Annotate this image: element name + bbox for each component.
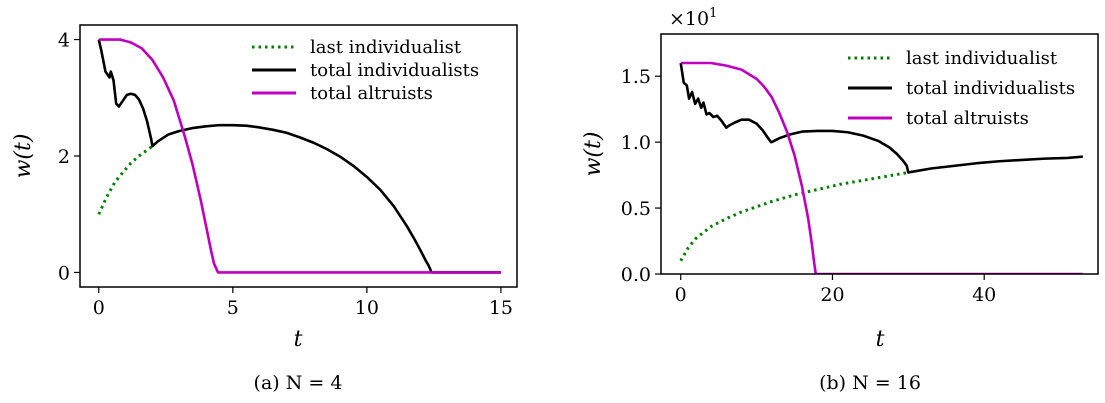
- axes-frame-a: [79, 24, 518, 288]
- series-line-last-individualist-a: [97, 144, 154, 215]
- y-tick-label-b: 0.0: [621, 264, 651, 286]
- series-line-total-altruists-a: [98, 38, 501, 274]
- y-tick-label-b: 0.5: [621, 198, 651, 220]
- y-tick-label-a: 4: [58, 30, 70, 52]
- x-tick-label-a: 10: [355, 297, 379, 319]
- x-axis-label-b: t: [876, 327, 885, 352]
- legend-label-total-individualists-a: total individualists: [310, 60, 479, 81]
- y-multiplier-exponent: 1: [709, 6, 717, 21]
- y-tick-label-b: 1.0: [621, 132, 651, 154]
- x-axis-label-a: t: [294, 327, 303, 352]
- legend-label-last-individualist-b: last individualist: [906, 48, 1058, 69]
- y-axis-label-b: w(t): [581, 132, 606, 177]
- x-tick-label-a: 5: [227, 297, 239, 319]
- x-tick-label-a: 0: [93, 297, 105, 319]
- x-tick-label-b: 20: [820, 284, 844, 306]
- x-tick-label-a: 15: [489, 297, 513, 319]
- series-line-total-individualists-b: [679, 62, 1083, 174]
- series-line-last-individualist-b: [679, 170, 909, 262]
- caption-b: (b) N = 16: [819, 372, 921, 394]
- panel-b: 0 20 40 0.0 0.5 1.0 1.5 last individualist total…: [581, 6, 1099, 394]
- plot-area-b: 0 20 40 0.0 0.5 1.0 1.5 last individualist total…: [621, 48, 1083, 306]
- x-tick-label-b: 40: [972, 284, 996, 306]
- series-line-total-altruists-b: [680, 61, 1083, 274]
- legend-label-last-individualist-a: last individualist: [310, 37, 462, 58]
- x-tick-label-b: 0: [675, 284, 687, 306]
- legend-label-total-altruists-b: total altruists: [906, 108, 1029, 129]
- y-axis-label-a: w(t): [11, 134, 36, 179]
- legend-label-total-individualists-b: total individualists: [906, 78, 1075, 99]
- y-tick-label-b: 1.5: [621, 66, 651, 88]
- y-multiplier-base: ×10: [669, 8, 709, 30]
- y-tick-label-a: 2: [58, 146, 70, 168]
- legend-label-total-altruists-a: total altruists: [310, 83, 433, 104]
- caption-a: (a) N = 4: [254, 372, 343, 394]
- y-multiplier-b: ×101: [669, 6, 717, 30]
- series-line-total-individualists-a: [97, 39, 501, 274]
- y-tick-label-a: 0: [58, 262, 70, 284]
- axes-frame-b: [660, 33, 1099, 275]
